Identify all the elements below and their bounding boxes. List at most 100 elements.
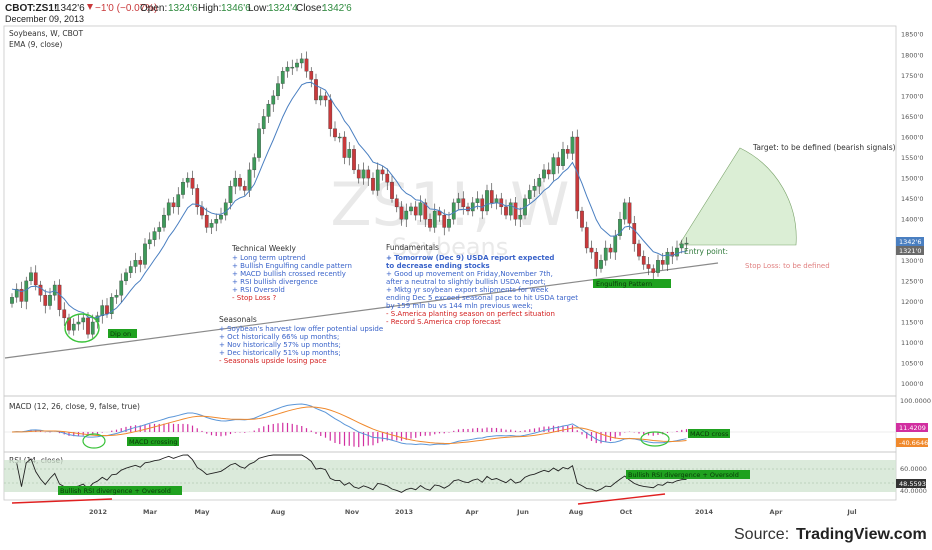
candle-up (551, 157, 556, 175)
rsi-value-tag (896, 479, 926, 488)
candle-up (219, 214, 223, 220)
rsi-line (16, 454, 687, 493)
macd-crossing-label: MACD crossing (129, 438, 177, 446)
candle-down (390, 182, 394, 199)
candle-up (128, 266, 133, 273)
candle-down (333, 128, 337, 138)
price-axis-tick: 1300'0 (901, 257, 923, 265)
candle-up (599, 260, 603, 269)
candle-up (447, 219, 451, 228)
target-area (678, 147, 797, 246)
candle-down (556, 157, 561, 166)
time-axis-tick: Apr (770, 508, 784, 516)
candle-down (380, 169, 385, 175)
price-axis-tick: 1100'0 (901, 339, 923, 347)
macd-cross-circle-right (640, 431, 670, 447)
stop-loss-note: Stop Loss: to be defined (745, 262, 830, 270)
candle-up (675, 247, 679, 257)
candle-up (29, 272, 33, 282)
fundamentals-line: after a neutral to slightly bullish USDA… (386, 278, 546, 286)
candle-up (147, 239, 152, 245)
high-value: 1346'6 (221, 3, 251, 14)
candle-up (133, 260, 138, 267)
candle-down (171, 202, 176, 208)
watermark-symbol: ZS1!, W (331, 170, 570, 240)
candle-up (375, 169, 380, 191)
fundamentals-line: ending Dec 5 exceed seasonal pace to hit… (386, 294, 578, 302)
dip-circle (64, 313, 100, 343)
ema-price-tag (896, 246, 924, 255)
candle-up (656, 260, 660, 273)
candle-down (394, 198, 399, 208)
candle-down (195, 188, 200, 208)
candle-up (261, 116, 266, 129)
candle-up (124, 272, 128, 282)
candle-up (418, 202, 423, 216)
candle-up (622, 202, 627, 220)
dip-tag (108, 329, 137, 338)
candle-up (233, 177, 238, 187)
rsi-div-label-right: Bullish RSI divergence + Oversold (628, 471, 739, 479)
candle-up (162, 214, 166, 228)
candle-up (679, 243, 684, 249)
seasonals-notes: Seasonals + Soybean's harvest low offer … (219, 315, 383, 365)
candle-down (304, 58, 309, 72)
rsi-div-tag-left (58, 486, 182, 495)
close-label: Close: (296, 3, 324, 14)
macd-value-tag-text: 11.4209 (899, 424, 926, 432)
candle-down (366, 169, 371, 179)
technical-line: + RSI Oversold (232, 286, 285, 294)
candle-up (266, 103, 271, 117)
candle-up (684, 242, 689, 245)
symbol-label: CBOT:ZS1! (5, 3, 57, 14)
candle-up (561, 149, 565, 166)
seasonals-line: + Nov historically 57% up months; (219, 341, 341, 349)
price-change: −1'0 (−0.07%) (95, 3, 158, 14)
source-brand[interactable]: TradingView.com (796, 526, 927, 543)
candle-up (109, 297, 114, 314)
candle-down (328, 99, 333, 129)
candle-up (290, 66, 295, 69)
seasonals-line: + Soybean's harvest low offer potential … (219, 325, 383, 333)
price-axis-tick: 1750'0 (901, 72, 923, 80)
price-axis-tick: 1650'0 (901, 113, 923, 121)
candle-down (204, 214, 209, 228)
candle-down (62, 309, 67, 319)
candle-down (57, 284, 62, 310)
candle-down (565, 149, 570, 154)
target-sector (678, 147, 797, 246)
price-axis-tick: 1050'0 (901, 360, 923, 368)
candles (10, 51, 689, 340)
price-axis-tick: 1000'0 (901, 380, 923, 388)
candle-down (43, 295, 48, 306)
candle-up (570, 136, 575, 154)
candle-down (413, 206, 418, 216)
candle-up (252, 157, 257, 171)
rsi-divergence-line-left (11, 498, 113, 504)
candle-down (651, 268, 656, 273)
time-axis-tick: 2014 (695, 508, 714, 516)
candle-down (399, 206, 404, 220)
candle-up (10, 297, 14, 304)
candle-up (518, 214, 523, 220)
close-value: 1342'6 (322, 3, 352, 14)
technical-line: + MACD bullish crossed recently (232, 270, 346, 278)
candle-up (494, 198, 499, 203)
candle-up (295, 62, 299, 68)
candle-down (660, 260, 665, 265)
candle-down (309, 71, 314, 80)
fundamentals-title: Fundamentals (386, 243, 439, 252)
rsi-axis-tick: 40.0000 (900, 487, 927, 495)
macd-axis-tick: 100.0000 (900, 397, 931, 405)
candle-down (342, 136, 347, 158)
candle-up (665, 251, 670, 265)
candle-down (646, 264, 651, 269)
seasonals-line: + Dec historically 51% up months; (219, 349, 341, 357)
candle-down (33, 272, 38, 286)
candle-up (542, 169, 546, 179)
candle-up (613, 235, 618, 253)
candle-up (24, 280, 29, 302)
candle-down (314, 79, 318, 101)
fundamentals-line: by 159 mln bu vs 144 mln previous week; (386, 302, 533, 310)
candle-down (499, 198, 504, 208)
